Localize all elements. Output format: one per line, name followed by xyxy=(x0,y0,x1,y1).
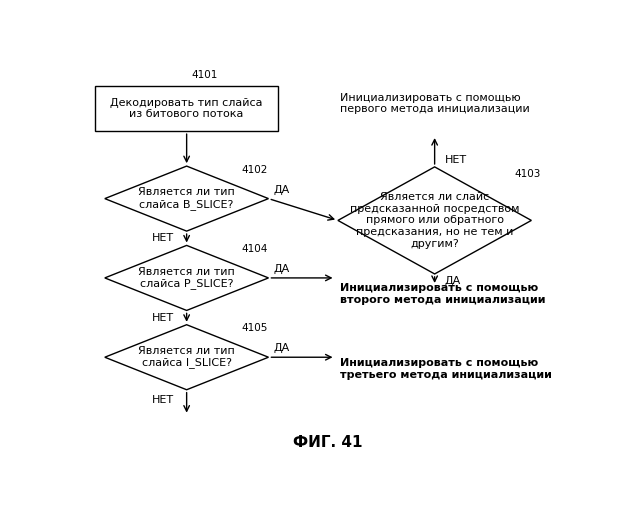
Polygon shape xyxy=(338,167,531,274)
Text: 4103: 4103 xyxy=(514,169,540,179)
Text: 4105: 4105 xyxy=(241,323,268,333)
Text: Является ли тип
слайса I_SLICE?: Является ли тип слайса I_SLICE? xyxy=(138,346,235,369)
Text: ФИГ. 41: ФИГ. 41 xyxy=(293,435,363,450)
Text: НЕТ: НЕТ xyxy=(152,313,174,322)
Text: Инициализировать с помощью
первого метода инициализации: Инициализировать с помощью первого метод… xyxy=(340,93,530,114)
Text: ДА: ДА xyxy=(273,344,290,353)
Polygon shape xyxy=(105,325,269,390)
Text: НЕТ: НЕТ xyxy=(152,394,174,405)
Text: Является ли тип
слайса P_SLICE?: Является ли тип слайса P_SLICE? xyxy=(138,267,235,289)
Text: Является ли слайс
предсказанной посредством
прямого или обратного
предсказания, : Является ли слайс предсказанной посредст… xyxy=(350,192,520,249)
Text: ДА: ДА xyxy=(273,185,290,195)
Polygon shape xyxy=(105,166,269,231)
Text: НЕТ: НЕТ xyxy=(445,155,467,165)
Text: НЕТ: НЕТ xyxy=(152,233,174,243)
Text: ДА: ДА xyxy=(445,276,461,286)
Text: Является ли тип
слайса B_SLICE?: Является ли тип слайса B_SLICE? xyxy=(138,187,235,210)
Text: ДА: ДА xyxy=(273,264,290,274)
Text: Инициализировать с помощью
третьего метода инициализации: Инициализировать с помощью третьего мето… xyxy=(340,358,552,380)
FancyBboxPatch shape xyxy=(95,85,278,131)
Text: Декодировать тип слайса
из битового потока: Декодировать тип слайса из битового пото… xyxy=(110,97,263,119)
Text: 4102: 4102 xyxy=(241,165,268,175)
Text: Инициализировать с помощью
второго метода инициализации: Инициализировать с помощью второго метод… xyxy=(340,283,546,304)
Text: 4101: 4101 xyxy=(191,70,218,80)
Text: 4104: 4104 xyxy=(241,244,268,254)
Polygon shape xyxy=(105,246,269,311)
